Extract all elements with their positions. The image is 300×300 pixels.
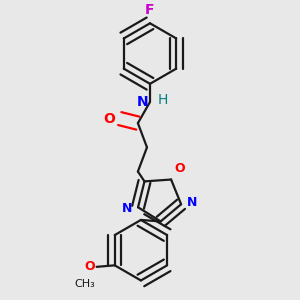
Text: O: O — [103, 112, 115, 126]
Text: N: N — [137, 95, 148, 109]
Text: N: N — [122, 202, 132, 215]
Text: O: O — [174, 162, 185, 175]
Text: F: F — [145, 3, 155, 17]
Text: O: O — [84, 260, 95, 273]
Text: H: H — [158, 93, 168, 107]
Text: N: N — [187, 196, 197, 209]
Text: CH₃: CH₃ — [74, 279, 95, 289]
